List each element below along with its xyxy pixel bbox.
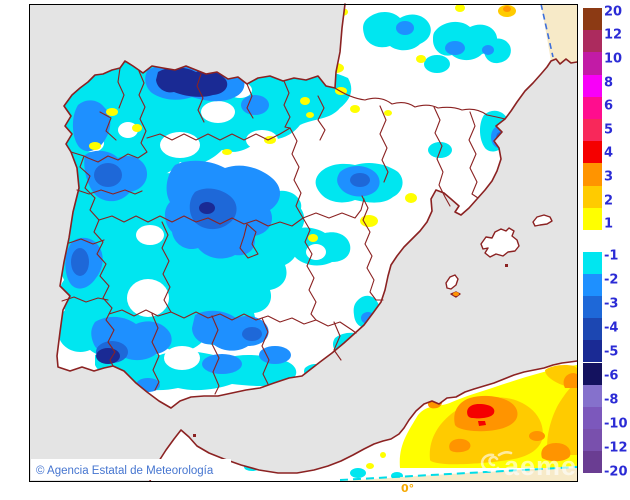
aemet-watermark-text: aemet <box>504 451 587 481</box>
domain-edge-line <box>540 3 554 58</box>
balearic-islands <box>445 214 553 298</box>
aemet-watermark: aemet <box>480 451 587 481</box>
meridian-0-line <box>339 466 578 481</box>
island-ibiza <box>445 274 459 290</box>
coastline-iberia <box>56 3 578 409</box>
attribution-text: © Agencia Estatal de Meteorología <box>36 465 214 477</box>
attribution-background <box>31 459 231 480</box>
coastline-africa <box>149 360 578 482</box>
admin-borders <box>61 67 506 437</box>
outside-domain-france <box>541 4 577 64</box>
map-frame <box>29 4 578 482</box>
island-cabrera <box>505 264 508 267</box>
island-mallorca <box>480 227 520 258</box>
island-menorca <box>532 214 553 227</box>
aemet-logo-swirl <box>480 453 500 473</box>
meridian-label: 0° <box>401 482 414 495</box>
